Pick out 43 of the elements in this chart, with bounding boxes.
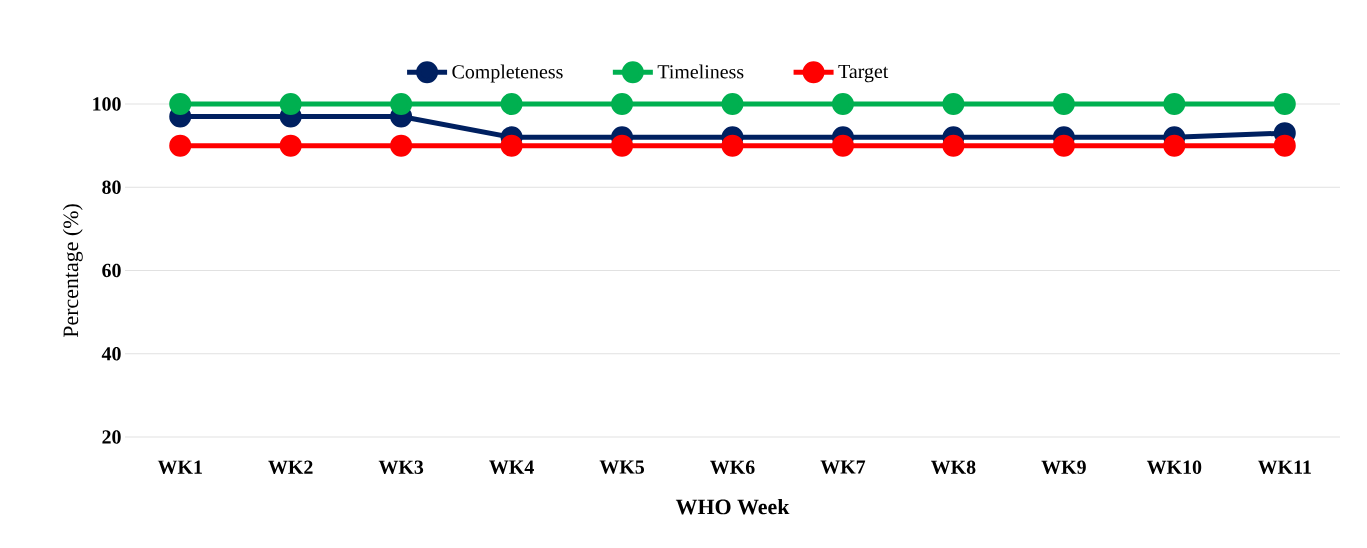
y-tick-label: 100 [93,97,121,111]
x-tick-label: WK2 [268,460,313,475]
legend-label: Timeliness [657,64,744,79]
point [169,134,192,157]
point [721,93,744,115]
point [500,134,523,157]
point [1273,134,1296,157]
x-tick-label: WK5 [599,460,645,474]
point [1273,93,1296,115]
point [942,93,965,115]
x-tick-label: WK4 [489,460,534,474]
y-tick-label: 60 [102,263,121,278]
x-tick-label: WK7 [820,460,866,474]
point [390,134,413,157]
y-tick-label: 20 [102,430,121,444]
x-tick-label: WK10 [1146,460,1202,475]
point [1163,134,1186,157]
point [1052,93,1075,115]
x-tick-label: WK3 [378,460,424,475]
point [279,134,302,157]
point [721,134,744,157]
x-tick-label: WK1 [157,460,202,474]
point [169,93,192,115]
point [611,134,634,157]
point [1052,134,1075,157]
x-tick-label: WK8 [931,460,976,475]
x-tick-label: WK11 [1257,460,1311,474]
point [1163,93,1186,115]
point [942,134,965,157]
legend-label: Target [838,64,889,83]
point [390,93,413,115]
x-axis-title: WHO Week [675,498,790,515]
y-axis-title: Percentage (%) [62,204,83,338]
point [279,93,302,115]
point [611,93,634,115]
y-tick-label: 80 [102,180,121,194]
point [831,93,854,115]
x-tick-label: WK6 [710,460,755,475]
x-tick-label: WK9 [1041,460,1086,475]
point [831,134,854,157]
point [500,93,523,115]
y-tick-label: 40 [101,347,121,361]
legend-label: Completeness [452,64,563,83]
